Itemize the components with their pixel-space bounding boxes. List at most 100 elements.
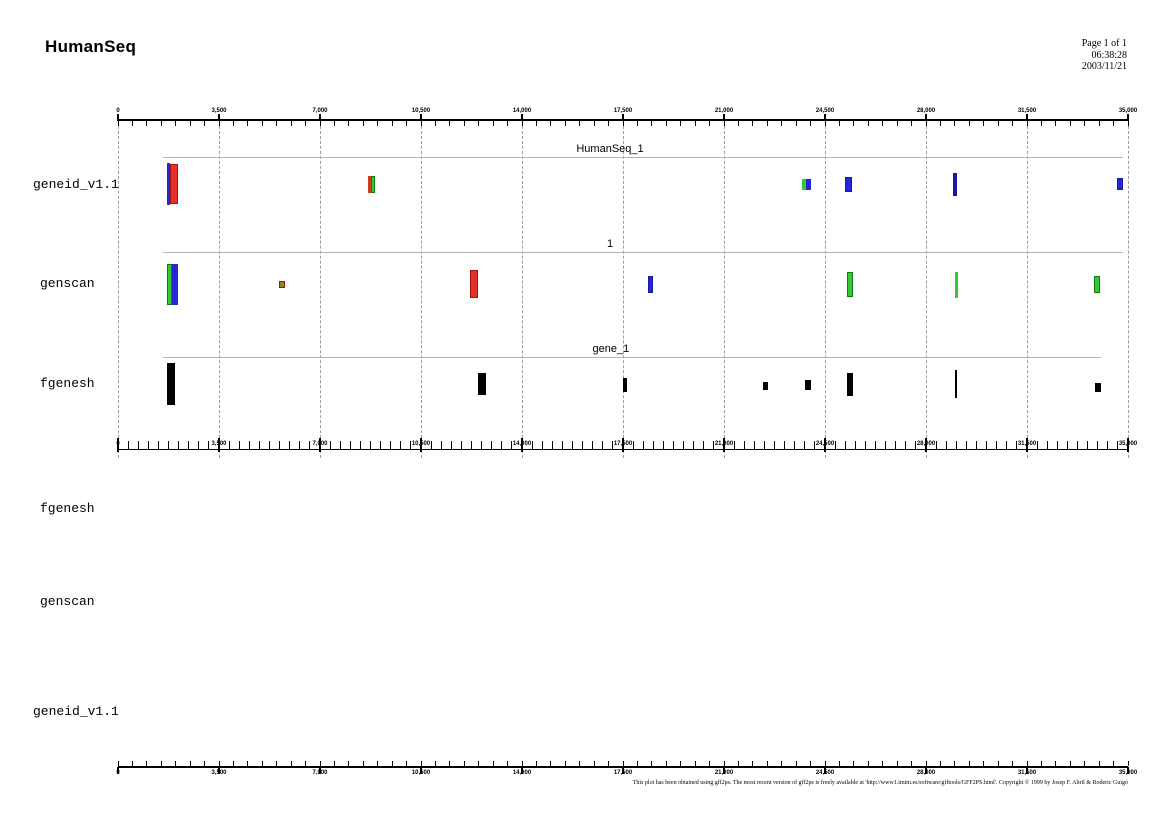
mid-minor-tick <box>258 441 260 450</box>
mid-minor-tick <box>410 441 412 450</box>
bottom-minor-tick <box>434 761 436 766</box>
bottom-minor-tick <box>276 761 278 766</box>
gridline <box>218 121 220 458</box>
group-line <box>163 157 1124 158</box>
mid-minor-tick <box>460 441 462 450</box>
top-minor-tick <box>333 121 335 126</box>
mid-axis-tick-label: 3,500 <box>211 441 227 447</box>
mid-major-tick <box>319 438 321 452</box>
top-minor-tick <box>146 121 148 126</box>
mid-minor-tick <box>864 441 866 450</box>
mid-minor-tick <box>208 441 210 450</box>
bottom-minor-tick <box>290 761 292 766</box>
top-minor-tick <box>838 121 840 126</box>
top-minor-tick <box>795 121 797 126</box>
mid-minor-tick <box>491 441 493 450</box>
bottom-minor-tick <box>622 761 624 766</box>
top-major-tick <box>1127 114 1129 121</box>
bottom-major-tick <box>824 767 826 774</box>
mid-minor-tick <box>612 441 614 450</box>
mid-minor-tick <box>471 441 472 450</box>
bottom-minor-tick <box>593 761 595 766</box>
mid-minor-tick <box>279 441 281 450</box>
top-axis-tick-label: 35,000 <box>1118 108 1138 114</box>
mid-minor-tick <box>289 441 291 450</box>
bottom-minor-tick <box>752 761 754 766</box>
mid-minor-tick <box>955 441 957 450</box>
bottom-minor-tick <box>1069 761 1071 766</box>
bottom-major-tick <box>723 767 725 774</box>
top-minor-tick <box>882 121 884 126</box>
feature <box>762 382 768 390</box>
top-major-tick <box>622 114 624 121</box>
top-minor-tick <box>723 121 725 126</box>
mid-axis-tick-label: 35,000 <box>1118 441 1138 447</box>
bottom-minor-tick <box>1026 761 1028 766</box>
bottom-minor-tick <box>766 761 768 766</box>
top-minor-tick <box>204 121 206 126</box>
bottom-minor-tick <box>146 761 148 766</box>
top-axis-tick-label: 3,500 <box>211 108 227 114</box>
top-minor-tick <box>636 121 638 126</box>
bottom-minor-tick <box>1084 761 1086 766</box>
gridline <box>117 121 119 458</box>
top-minor-tick <box>1012 121 1014 126</box>
top-minor-tick <box>911 121 913 126</box>
top-axis-tick-label: 0 <box>116 108 120 114</box>
top-minor-tick <box>131 121 133 126</box>
mid-minor-tick <box>774 441 775 450</box>
top-minor-tick <box>810 121 812 126</box>
top-minor-tick <box>694 121 696 126</box>
bottom-axis-tick-label: 0 <box>116 770 120 776</box>
credits-line: This plot has been obtained using gff2ps… <box>632 780 1128 786</box>
mid-minor-tick <box>299 441 301 450</box>
feature <box>954 272 959 298</box>
bottom-minor-tick <box>1127 761 1129 766</box>
top-major-tick <box>824 114 826 121</box>
bottom-minor-tick <box>507 761 509 766</box>
gridline <box>925 121 927 458</box>
top-minor-tick <box>781 121 783 126</box>
top-minor-tick <box>709 121 711 126</box>
bottom-minor-tick <box>824 761 826 766</box>
bottom-minor-tick <box>564 761 566 766</box>
mid-minor-tick <box>481 441 483 450</box>
bottom-minor-tick <box>1098 761 1100 766</box>
feature <box>370 175 376 193</box>
bottom-axis-tick-label: 28,000 <box>916 770 936 776</box>
top-major-tick <box>117 114 119 121</box>
bottom-major-tick <box>218 767 220 774</box>
mid-minor-tick <box>1006 441 1008 450</box>
top-minor-tick <box>896 121 898 126</box>
group-label: gene_1 <box>592 343 630 355</box>
bottom-major-tick <box>925 767 927 774</box>
feature <box>166 263 173 305</box>
mid-axis-tick-label: 7,000 <box>312 441 328 447</box>
mid-minor-tick <box>551 441 553 450</box>
top-major-tick <box>420 114 422 121</box>
bottom-minor-tick <box>535 761 537 766</box>
mid-minor-tick <box>501 441 503 450</box>
mid-minor-tick <box>1087 441 1089 450</box>
bottom-axis-tick-label: 24,500 <box>815 770 835 776</box>
top-minor-tick <box>1127 121 1129 126</box>
top-minor-tick <box>651 121 653 126</box>
bottom-minor-tick <box>925 761 927 766</box>
top-minor-tick <box>507 121 509 126</box>
mid-minor-tick <box>854 441 856 450</box>
mid-minor-tick <box>895 441 897 450</box>
mid-minor-tick <box>349 441 351 450</box>
mid-minor-tick <box>743 441 745 450</box>
track-label-genscan: genscan <box>40 276 95 291</box>
mid-minor-tick <box>430 441 432 450</box>
bottom-minor-tick <box>694 761 696 766</box>
feature <box>623 378 628 392</box>
mid-axis-tick-label: 14,000 <box>512 441 532 447</box>
group-line <box>163 252 1124 253</box>
mid-minor-tick <box>450 441 452 450</box>
mid-axis-tick-label: 24,500 <box>815 441 835 447</box>
mid-minor-tick <box>905 441 907 450</box>
bottom-minor-tick <box>218 761 220 766</box>
bottom-minor-tick <box>1012 761 1014 766</box>
top-minor-tick <box>1098 121 1100 126</box>
